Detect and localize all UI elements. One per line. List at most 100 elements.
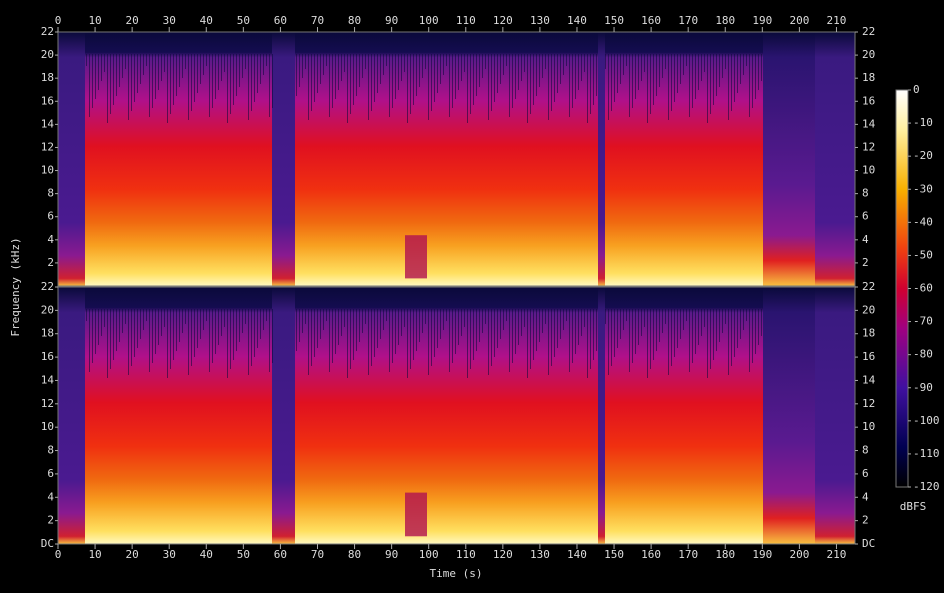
colorbar-tick-label: -70 <box>913 315 933 328</box>
spectrogram-texture <box>98 309 99 345</box>
spectrogram-texture <box>470 54 471 114</box>
spectrogram-texture <box>167 54 168 123</box>
spectrogram-texture <box>566 309 567 321</box>
spectrogram-texture <box>578 54 579 90</box>
spectrogram-texture <box>740 54 741 84</box>
spectrogram-texture <box>161 309 162 336</box>
y-tick-label: 14 <box>862 373 876 386</box>
spectrogram-texture <box>170 54 171 114</box>
spectrogram-texture <box>440 309 441 339</box>
spectrogram-texture <box>629 54 630 117</box>
colorbar-tick-label: -40 <box>913 215 933 228</box>
x-tick-label: 210 <box>827 548 847 561</box>
spectrogram-texture <box>386 54 387 66</box>
x-tick-label: 60 <box>274 14 287 27</box>
spectrogram-texture <box>572 309 573 363</box>
x-tick-label: 40 <box>200 548 213 561</box>
spectrogram-texture <box>194 309 195 357</box>
colorbar <box>895 89 909 488</box>
spectrogram-texture <box>533 54 534 105</box>
spectrogram-texture <box>125 54 126 69</box>
x-tick-label: 140 <box>567 14 587 27</box>
spectrogram-texture <box>575 309 576 354</box>
spectrogram-texture <box>305 54 306 69</box>
spectrogram-texture <box>215 309 216 354</box>
x-tick-label: 140 <box>567 548 587 561</box>
spectrogram-texture <box>674 309 675 357</box>
spectrogram-texture <box>116 54 117 96</box>
y-tick-label: 14 <box>41 373 55 386</box>
y-tick-label: 8 <box>862 444 869 457</box>
spectrogram-texture <box>515 309 516 354</box>
spectrogram-texture <box>197 309 198 348</box>
spectrogram-texture <box>530 309 531 369</box>
spectrogram-texture <box>257 54 258 93</box>
colorbar-tick-label: -110 <box>913 447 940 460</box>
spectrogram-texture <box>209 54 210 117</box>
spectrogram-texture <box>473 309 474 360</box>
spectrogram-texture <box>494 54 495 102</box>
spectrogram-texture <box>752 309 753 363</box>
spectrogram-texture <box>110 309 111 369</box>
spectrogram-texture <box>395 309 396 354</box>
spectrogram-texture <box>329 309 330 372</box>
spectrogram-texture <box>725 309 726 324</box>
spectrogram-texture <box>548 54 549 120</box>
spectrogram-texture <box>137 54 138 93</box>
spectrogram-texture <box>224 309 225 327</box>
spectrogram-texture <box>494 309 495 357</box>
y-tick-label: DC <box>862 537 875 550</box>
spectrogram-texture <box>419 309 420 342</box>
spectrogram-texture <box>320 309 321 339</box>
spectrogram-texture <box>755 309 756 354</box>
spectrogram-texture <box>728 54 729 120</box>
spectrogram-texture <box>131 309 132 366</box>
spectrogram-texture <box>653 309 654 360</box>
spectrogram-texture <box>353 309 354 360</box>
spectrogram-texture <box>446 309 447 321</box>
y-tick-label: 4 <box>862 233 869 246</box>
spectrogram-texture <box>737 54 738 93</box>
y-tick-label: 16 <box>862 94 875 107</box>
spectrogram-texture <box>101 54 102 81</box>
spectrogram-texture <box>143 309 144 330</box>
spectrogram-texture <box>326 54 327 66</box>
spectrogram-texture <box>545 54 546 69</box>
spectrogram-texture <box>440 54 441 84</box>
spectrogram-texture <box>449 309 450 372</box>
spectrogram-texture <box>338 309 339 345</box>
spectrogram-texture <box>377 309 378 348</box>
spectrogram-texture <box>605 54 606 69</box>
spectrogram-texture <box>323 309 324 330</box>
spectrogram-texture <box>119 54 120 87</box>
y-tick-label: 6 <box>862 467 869 480</box>
spectrogram-texture <box>335 54 336 99</box>
spectrogram-texture <box>260 54 261 84</box>
spectrogram-texture <box>161 54 162 81</box>
spectrogram-texture <box>722 309 723 333</box>
spectrogram-texture <box>137 309 138 348</box>
spectrogram-texture <box>677 54 678 93</box>
spectrogram-texture <box>557 54 558 93</box>
y-tick-label: 12 <box>862 140 875 153</box>
x-tick-label: 10 <box>88 548 101 561</box>
spectrogram-region <box>598 32 605 286</box>
spectrogram-texture <box>749 309 750 372</box>
spectrogram-texture <box>410 54 411 114</box>
spectrogram-region <box>815 287 850 544</box>
spectrogram-texture <box>206 309 207 321</box>
spectrogram-texture <box>590 309 591 369</box>
spectrogram-texture <box>710 309 711 369</box>
spectrogram-texture <box>392 54 393 108</box>
spectrogram-texture <box>182 54 183 78</box>
spectrogram-texture <box>308 54 309 120</box>
spectrogram-texture <box>461 54 462 81</box>
spectrogram-texture <box>404 54 405 72</box>
y-tick-label: 6 <box>862 210 869 223</box>
x-tick-label: 70 <box>311 548 324 561</box>
spectrogram-texture <box>323 54 324 75</box>
spectrogram-texture <box>455 309 456 354</box>
spectrogram-texture <box>398 54 399 90</box>
y-tick-label: 22 <box>862 25 875 38</box>
